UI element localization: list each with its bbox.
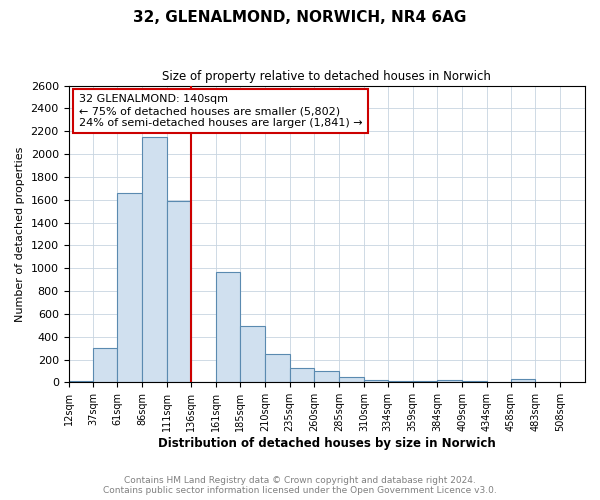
Title: Size of property relative to detached houses in Norwich: Size of property relative to detached ho… (163, 70, 491, 83)
Bar (167, 201, 191, 382)
Bar (94, 348, 117, 382)
Bar (290, 368, 314, 382)
Bar (142, 137, 167, 382)
Y-axis label: Number of detached properties: Number of detached properties (15, 146, 25, 322)
Bar (339, 377, 364, 382)
Bar (413, 381, 437, 382)
Bar (216, 272, 240, 382)
Bar (364, 380, 388, 382)
Bar (437, 380, 462, 382)
Text: 32 GLENALMOND: 140sqm
← 75% of detached houses are smaller (5,802)
24% of semi-d: 32 GLENALMOND: 140sqm ← 75% of detached … (79, 94, 362, 128)
Bar (511, 380, 535, 382)
Bar (462, 381, 487, 382)
Bar (265, 354, 290, 382)
Text: Contains HM Land Registry data © Crown copyright and database right 2024.
Contai: Contains HM Land Registry data © Crown c… (103, 476, 497, 495)
Text: 32, GLENALMOND, NORWICH, NR4 6AG: 32, GLENALMOND, NORWICH, NR4 6AG (133, 10, 467, 25)
Bar (117, 193, 142, 382)
Bar (388, 380, 413, 382)
Bar (314, 371, 339, 382)
Bar (68, 380, 94, 382)
Bar (240, 326, 265, 382)
X-axis label: Distribution of detached houses by size in Norwich: Distribution of detached houses by size … (158, 437, 496, 450)
